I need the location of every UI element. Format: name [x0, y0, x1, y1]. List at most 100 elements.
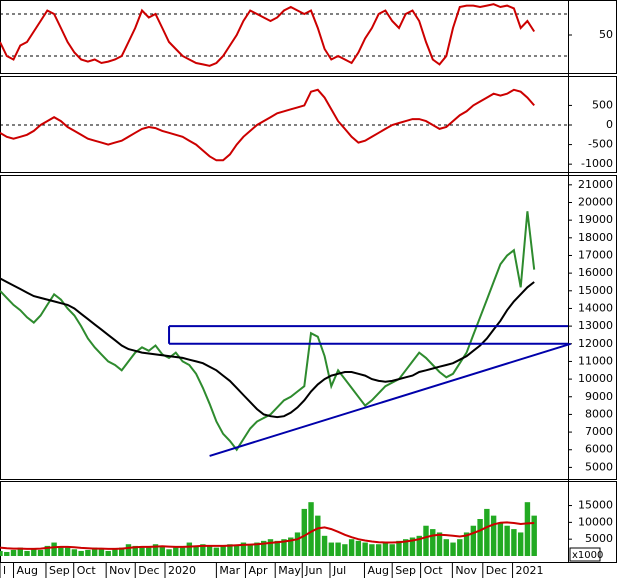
series-line — [0, 521, 535, 550]
volume-bar — [484, 508, 490, 556]
volume-bar — [436, 532, 443, 556]
volume-bar — [213, 547, 220, 556]
volume-bar — [64, 547, 71, 556]
volume-bar — [342, 544, 348, 556]
volume-bar — [193, 545, 199, 556]
x-tick-label: 2021 — [516, 564, 544, 577]
volume-bar — [396, 540, 402, 556]
y-tick-label: 19000 — [578, 213, 613, 226]
y-tick-label: 50 — [599, 28, 613, 41]
volume-bar — [17, 547, 23, 556]
volume-bar — [105, 550, 111, 556]
volume-bar — [430, 529, 436, 556]
series-line — [0, 277, 535, 419]
series-line — [0, 3, 536, 67]
volume-bar — [524, 502, 531, 556]
volume-bar — [146, 547, 152, 556]
x-tick-label: May — [278, 564, 301, 577]
volume-bar — [233, 545, 240, 556]
y-tick-label: 20000 — [578, 195, 613, 208]
volume-bar — [443, 539, 449, 556]
volume-bar — [78, 550, 84, 556]
volume-bar — [247, 544, 253, 556]
volume-bar — [173, 547, 179, 556]
volume-bar — [457, 539, 463, 556]
volume-bar — [4, 551, 10, 556]
y-tick-label: 15000 — [578, 284, 613, 297]
y-tick-label: 9000 — [585, 390, 613, 403]
volume-bar — [321, 535, 328, 556]
y-tick-label: 17000 — [578, 248, 613, 261]
volume-bar — [152, 544, 159, 556]
volume-bar — [24, 550, 30, 556]
y-tick-label: 5000 — [585, 532, 613, 545]
y-tick-label: 21000 — [578, 178, 613, 191]
trend-line — [209, 342, 572, 457]
y-tick-label: 5000 — [585, 460, 613, 473]
volume-bar — [220, 545, 226, 556]
volume-bar — [186, 542, 193, 556]
y-tick-label: -1000 — [581, 157, 613, 170]
y-tick-label: 6000 — [585, 443, 613, 456]
volume-bar — [44, 545, 51, 556]
volume-bar — [416, 535, 422, 556]
x-tick-label: Nov — [455, 564, 477, 577]
y-tick-label: 11000 — [578, 354, 613, 367]
volume-bar — [254, 542, 260, 556]
volume-bar — [261, 540, 267, 556]
volume-bar — [301, 508, 307, 556]
x-tick-label: Mar — [219, 564, 240, 577]
volume-bar — [112, 549, 118, 556]
volume-bar — [490, 515, 497, 556]
x-tick-label: 2020 — [168, 564, 196, 577]
y-tick-label: 0 — [606, 118, 613, 131]
volume-bar — [308, 502, 314, 556]
volume-bar — [355, 540, 362, 556]
volume-bar — [132, 545, 138, 556]
volume-bar — [328, 542, 335, 556]
volume-bar — [227, 544, 233, 556]
volume-bar — [382, 542, 389, 556]
x-tick-label: Aug — [17, 564, 38, 577]
unit-box — [569, 547, 601, 562]
volume-bar — [98, 549, 105, 556]
y-tick-label: 10000 — [578, 372, 613, 385]
volume-bar — [470, 525, 477, 556]
volume-bar — [31, 549, 37, 556]
x-tick-label: Nov — [109, 564, 131, 577]
volume-bar — [10, 549, 17, 556]
volume-bar — [51, 542, 57, 556]
volume-bar — [267, 539, 274, 556]
volume-bar — [403, 539, 409, 556]
volume-bar — [119, 547, 125, 556]
x-tick-label: Dec — [138, 564, 159, 577]
volume-bar — [375, 544, 382, 556]
volume-bar — [139, 547, 145, 556]
volume-bar — [0, 550, 3, 556]
volume-bar — [409, 537, 416, 556]
volume-bar — [71, 549, 78, 556]
volume-bar — [200, 544, 206, 556]
volume-bar — [463, 532, 470, 556]
volume-bar — [125, 544, 132, 556]
volume-bar — [517, 532, 524, 556]
series-line — [0, 88, 535, 162]
volume-bar — [348, 539, 355, 556]
x-tick-label: Oct — [424, 564, 444, 577]
volume-bar — [179, 547, 186, 556]
volume-bar — [511, 529, 517, 556]
x-tick-label: Dec — [486, 564, 507, 577]
volume-bar — [335, 542, 341, 556]
y-tick-label: 10000 — [578, 515, 613, 528]
volume-bar — [288, 537, 294, 556]
volume-bar — [58, 547, 64, 556]
y-tick-label: 500 — [592, 98, 613, 111]
y-tick-label: 15000 — [578, 499, 613, 512]
y-tick-label: 13000 — [578, 319, 613, 332]
volume-bar — [294, 532, 301, 556]
volume-bar — [362, 542, 368, 556]
y-tick-label: 7000 — [585, 425, 613, 438]
x-tick-label: Sep — [49, 564, 70, 577]
volume-bar — [159, 545, 165, 556]
